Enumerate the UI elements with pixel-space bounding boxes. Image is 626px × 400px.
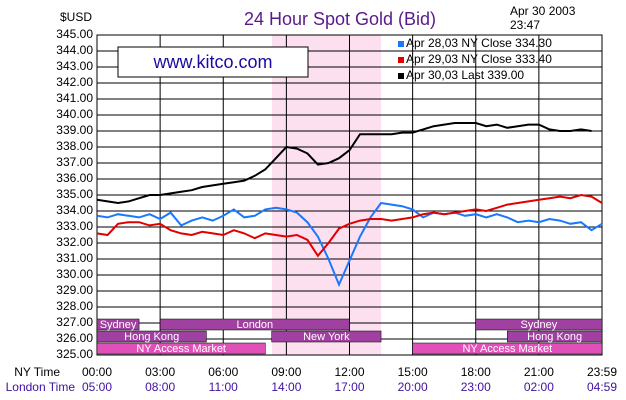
x2-tick-label: 20:00 xyxy=(398,380,428,394)
y-tick-label: 335.00 xyxy=(56,187,93,201)
y-tick-label: 333.00 xyxy=(56,219,93,233)
session-label: London xyxy=(236,319,273,331)
legend-label: Apr 29,03 NY Close 333.40 xyxy=(406,52,552,66)
legend-label: Apr 30,03 Last 339.00 xyxy=(406,68,524,82)
x-tick-label: 00:00 xyxy=(82,365,112,379)
y-tick-label: 343.00 xyxy=(56,59,93,73)
y-tick-label: 326.00 xyxy=(56,331,93,345)
x-tick-label: 15:00 xyxy=(398,365,428,379)
x-tick-label: 21:00 xyxy=(524,365,554,379)
ny-time-title: NY Time xyxy=(14,365,60,379)
session-label: Sydney xyxy=(521,319,558,331)
series-line xyxy=(96,122,592,205)
session-bar xyxy=(271,330,382,343)
session-bar xyxy=(96,318,140,331)
x-tick-label: 12:00 xyxy=(334,365,364,379)
session-label: Hong Kong xyxy=(124,331,179,343)
y-tick-label: 328.00 xyxy=(56,299,93,313)
session-bar xyxy=(412,342,603,355)
chart-title: 24 Hour Spot Gold (Bid) xyxy=(244,9,436,29)
y-tick-label: 330.00 xyxy=(56,267,93,281)
y-tick-label: 337.00 xyxy=(56,155,93,169)
grid xyxy=(96,34,603,356)
y-tick-label: 338.00 xyxy=(56,139,93,153)
legend-swatch xyxy=(398,57,404,63)
legend-label: Apr 28,03 NY Close 334.30 xyxy=(406,36,552,50)
series-line xyxy=(96,193,603,258)
y-tick-label: 331.00 xyxy=(56,251,93,265)
legend-swatch xyxy=(398,73,404,79)
date-label: Apr 30 2003 xyxy=(510,4,576,18)
y-tick-label: 339.00 xyxy=(56,123,93,137)
y-tick-label: 342.00 xyxy=(56,75,93,89)
series-line xyxy=(96,201,603,288)
y-tick-label: 345.00 xyxy=(56,27,93,41)
x2-tick-label: 14:00 xyxy=(271,380,301,394)
session-label: Hong Kong xyxy=(527,331,582,343)
x2-tick-label: 02:00 xyxy=(524,380,554,394)
x-tick-label: 09:00 xyxy=(271,365,301,379)
session-bar xyxy=(475,318,603,331)
legend-swatch xyxy=(398,41,404,47)
y-tick-label: 327.00 xyxy=(56,315,93,329)
y-tick-label: 332.00 xyxy=(56,235,93,249)
session-label: New York xyxy=(303,331,350,343)
x2-tick-label: 23:00 xyxy=(461,380,491,394)
session-bar xyxy=(96,330,207,343)
london-time-title: London Time xyxy=(6,380,76,394)
session-bar xyxy=(96,342,266,355)
x-tick-label: 03:00 xyxy=(145,365,175,379)
x2-tick-label: 08:00 xyxy=(145,380,175,394)
time-label: 23:47 xyxy=(510,18,540,32)
x2-tick-label: 11:00 xyxy=(209,380,238,394)
x2-tick-label: 05:00 xyxy=(82,380,112,394)
y-tick-label: 325.00 xyxy=(56,347,93,361)
x2-tick-label: 04:59 xyxy=(587,380,617,394)
session-bar xyxy=(159,318,350,331)
unit-label: $USD xyxy=(60,10,92,24)
y-tick-label: 334.00 xyxy=(56,203,93,217)
plot-border xyxy=(96,34,603,356)
y-tick-label: 340.00 xyxy=(56,107,93,121)
url-box xyxy=(117,46,309,78)
y-tick-label: 344.00 xyxy=(56,43,93,57)
session-label: Sydney xyxy=(100,319,137,331)
session-label: NY Access Market xyxy=(462,343,552,355)
y-tick-label: 341.00 xyxy=(56,91,93,105)
y-tick-label: 329.00 xyxy=(56,283,93,297)
x-tick-label: 06:00 xyxy=(208,365,238,379)
session-label: NY Access Market xyxy=(136,343,226,355)
y-tick-label: 336.00 xyxy=(56,171,93,185)
session-bar xyxy=(507,330,603,343)
url-text: www.kitco.com xyxy=(152,52,272,72)
x2-tick-label: 17:00 xyxy=(334,380,364,394)
x-tick-label: 18:00 xyxy=(461,365,491,379)
x-tick-label: 23:59 xyxy=(587,365,617,379)
